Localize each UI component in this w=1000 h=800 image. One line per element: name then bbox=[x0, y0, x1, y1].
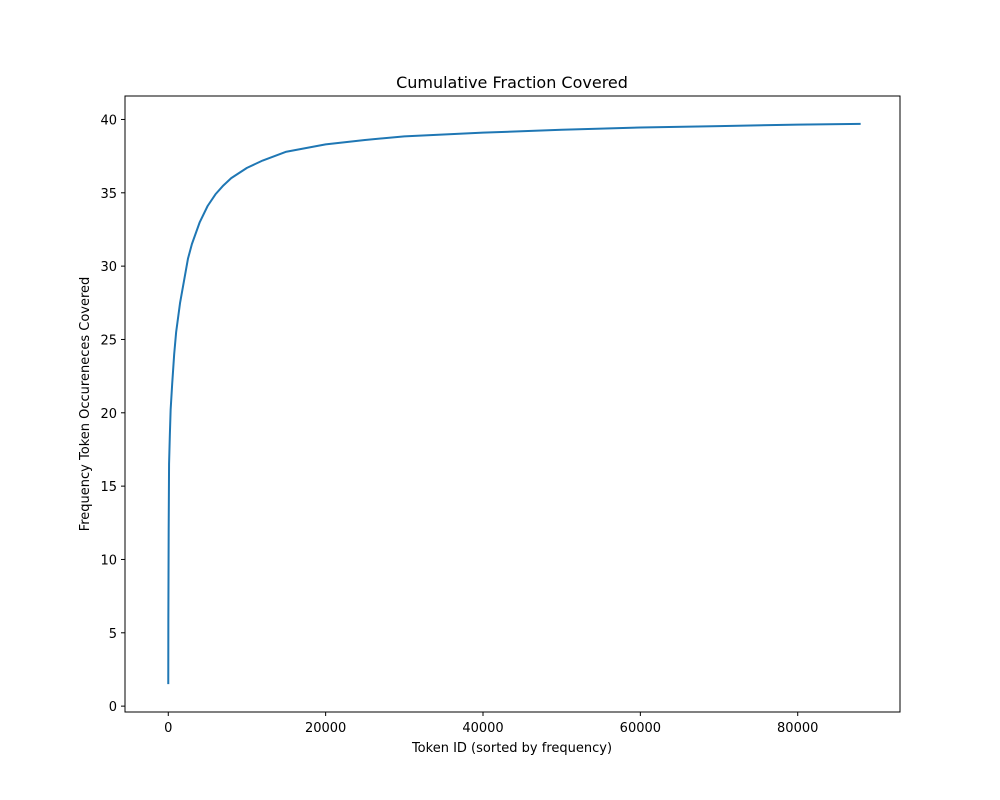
x-tick-label: 40000 bbox=[462, 721, 503, 736]
y-tick-label: 10 bbox=[100, 553, 117, 568]
chart-title: Cumulative Fraction Covered bbox=[396, 73, 628, 92]
y-axis-label: Frequency Token Occureneces Covered bbox=[78, 277, 93, 532]
y-tick-label: 30 bbox=[100, 260, 117, 275]
y-axis-ticks: 0 5 10 15 20 25 30 35 40 bbox=[100, 113, 125, 715]
y-tick-label: 35 bbox=[100, 187, 117, 202]
x-axis-ticks: 0 20000 40000 60000 80000 bbox=[164, 712, 818, 736]
plot-area bbox=[125, 96, 900, 712]
y-tick-label: 20 bbox=[100, 407, 117, 422]
y-tick-label: 25 bbox=[100, 333, 117, 348]
y-tick-label: 40 bbox=[100, 113, 117, 128]
x-tick-label: 0 bbox=[164, 721, 172, 736]
x-tick-label: 20000 bbox=[305, 721, 346, 736]
x-tick-label: 60000 bbox=[620, 721, 661, 736]
series-line-0 bbox=[167, 122, 861, 685]
y-tick-label: 5 bbox=[109, 627, 117, 642]
x-tick-label: 80000 bbox=[777, 721, 818, 736]
y-tick-label: 15 bbox=[100, 480, 117, 495]
plot-frame bbox=[124, 95, 901, 713]
series-layer bbox=[167, 122, 861, 685]
y-tick-label: 0 bbox=[109, 700, 117, 715]
x-axis-label: Token ID (sorted by frequency) bbox=[411, 741, 612, 756]
